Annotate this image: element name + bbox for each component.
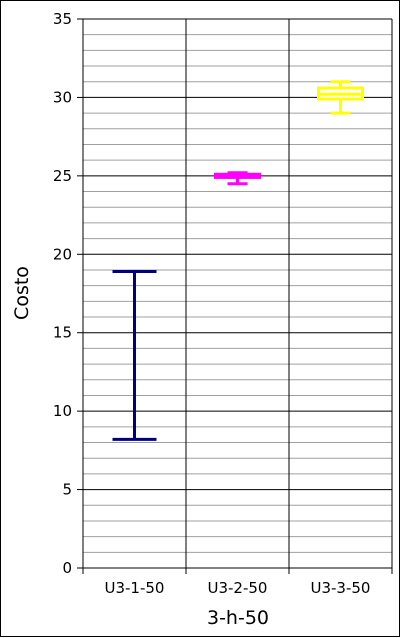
y-tick-label: 20 [53,245,72,263]
y-tick-label: 35 [53,10,72,28]
y-tick-label: 0 [62,559,72,577]
grid-layer [83,19,392,568]
y-tick-label: 30 [53,88,72,106]
y-axis-title: Costo [11,266,33,320]
boxplot-mark-U3-2-50 [216,173,260,184]
x-tick-label: U3-2-50 [208,579,268,597]
boxplot-mark-U3-3-50 [319,82,363,113]
x-tick-label: U3-1-50 [105,579,165,597]
y-tick-label: 15 [53,324,72,342]
boxplot-mark-U3-1-50 [113,272,157,440]
y-tick-label: 25 [53,167,72,185]
mark-layer [113,82,363,440]
x-axis-title: 3-h-50 [207,607,269,629]
y-tick-label: 5 [62,481,72,499]
y-tick-label: 10 [53,402,72,420]
x-tick-label: U3-3-50 [311,579,371,597]
